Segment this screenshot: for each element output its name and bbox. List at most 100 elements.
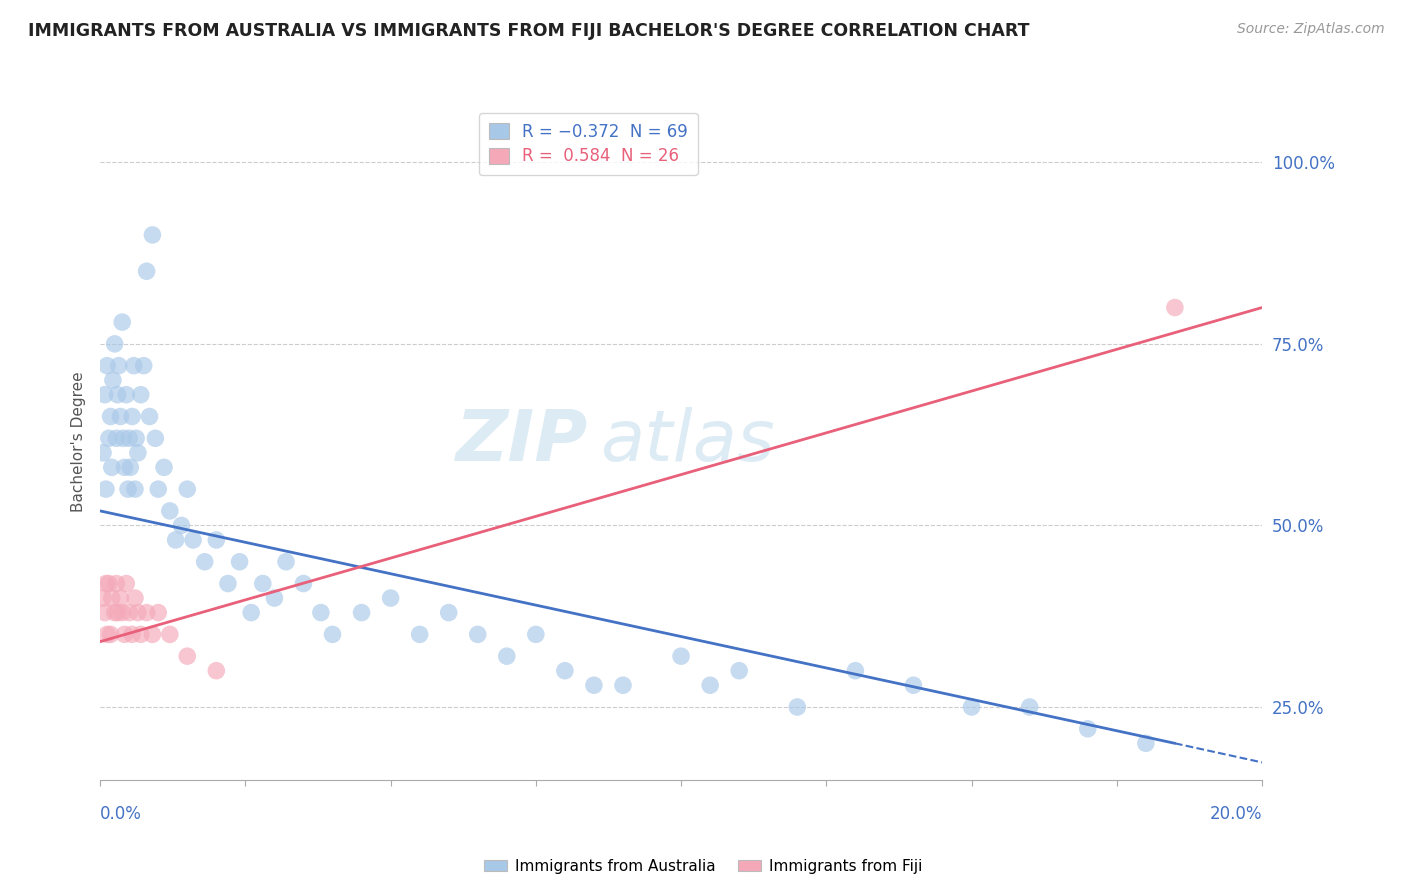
Point [274,555,297,569]
Point [117,482,139,496]
Point [350,606,373,620]
Point [114,627,136,641]
Point [91,446,114,460]
Point [96,359,118,373]
Point [104,606,127,620]
Point [125,431,148,445]
Text: 0.0%: 0.0% [100,805,142,823]
Text: 20.0%: 20.0% [1209,805,1263,823]
Point [100,409,122,424]
Point [115,576,138,591]
Point [111,606,134,620]
Point [127,606,149,620]
Text: IMMIGRANTS FROM AUSTRALIA VS IMMIGRANTS FROM FIJI BACHELOR'S DEGREE CORRELATION : IMMIGRANTS FROM AUSTRALIA VS IMMIGRANTS … [28,22,1029,40]
Point [1018,700,1040,714]
Point [263,591,285,605]
Point [112,431,135,445]
Point [107,606,129,620]
Point [127,446,149,460]
Y-axis label: Bachelor's Degree: Bachelor's Degree [72,372,86,512]
Point [107,387,129,401]
Legend: R = −0.372  N = 69, R =  0.584  N = 26: R = −0.372 N = 69, R = 0.584 N = 26 [478,112,697,175]
Text: Source: ZipAtlas.com: Source: ZipAtlas.com [1237,22,1385,37]
Point [699,678,721,692]
Point [129,627,152,641]
Point [217,576,239,591]
Point [114,460,136,475]
Legend: Immigrants from Australia, Immigrants from Fiji: Immigrants from Australia, Immigrants fr… [478,853,928,880]
Point [728,664,751,678]
Point [240,606,263,620]
Point [141,627,163,641]
Point [94,482,117,496]
Text: atlas: atlas [600,408,775,476]
Point [135,264,157,278]
Point [228,555,250,569]
Point [960,700,983,714]
Point [120,460,142,475]
Point [97,431,120,445]
Point [100,627,122,641]
Point [124,591,146,605]
Point [159,627,181,641]
Point [129,387,152,401]
Point [380,591,402,605]
Point [205,533,228,547]
Point [524,627,547,641]
Point [110,591,132,605]
Point [122,359,145,373]
Point [141,227,163,242]
Point [107,359,129,373]
Point [111,315,134,329]
Text: ZIP: ZIP [456,408,588,476]
Point [124,482,146,496]
Point [101,373,124,387]
Point [135,606,157,620]
Point [94,387,117,401]
Point [91,591,114,605]
Point [467,627,489,641]
Point [669,649,692,664]
Point [104,337,127,351]
Point [100,460,122,475]
Point [148,482,170,496]
Point [408,627,430,641]
Point [105,431,128,445]
Point [132,359,155,373]
Point [118,431,141,445]
Point [205,664,228,678]
Point [554,664,576,678]
Point [844,664,866,678]
Point [495,649,517,664]
Point [437,606,460,620]
Point [94,576,117,591]
Point [292,576,315,591]
Point [96,627,118,641]
Point [170,518,193,533]
Point [105,576,128,591]
Point [1164,301,1187,315]
Point [115,387,138,401]
Point [121,627,143,641]
Point [252,576,274,591]
Point [97,576,120,591]
Point [138,409,160,424]
Point [143,431,166,445]
Point [121,409,143,424]
Point [153,460,176,475]
Point [1135,736,1157,750]
Point [1077,722,1099,736]
Point [309,606,332,620]
Point [176,649,198,664]
Point [903,678,925,692]
Point [181,533,204,547]
Point [118,606,141,620]
Point [110,409,132,424]
Point [100,591,122,605]
Point [321,627,343,641]
Point [165,533,187,547]
Point [194,555,217,569]
Point [159,504,181,518]
Point [94,606,117,620]
Point [786,700,808,714]
